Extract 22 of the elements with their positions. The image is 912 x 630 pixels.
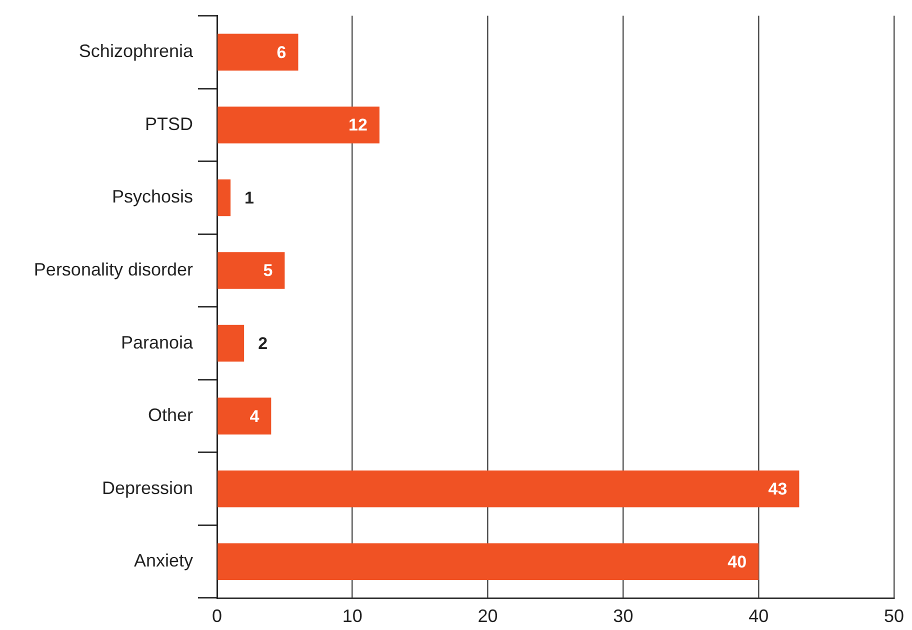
y-tick-label: Psychosis <box>112 186 193 207</box>
data-label: 43 <box>768 480 788 499</box>
x-tick-label: 10 <box>342 606 362 626</box>
x-tick-label: 0 <box>212 606 222 626</box>
y-tick-label: Schizophrenia <box>78 41 194 62</box>
data-label: 1 <box>244 188 254 208</box>
x-tick-label: 40 <box>748 606 769 626</box>
data-label: 5 <box>263 261 273 280</box>
data-label: 4 <box>250 406 260 426</box>
y-tick-label: Paranoia <box>120 332 194 352</box>
data-label: 12 <box>348 116 368 135</box>
y-tick-label: Anxiety <box>134 550 193 571</box>
y-tick-label: Personality disorder <box>34 259 193 280</box>
y-tick-label: PTSD <box>144 114 193 134</box>
x-tick-label: 30 <box>613 606 634 626</box>
x-tick-label: 50 <box>884 606 904 626</box>
data-label: 6 <box>276 42 286 62</box>
x-tick-label: 20 <box>478 606 498 626</box>
y-tick-label: Depression <box>102 478 193 498</box>
data-label: 40 <box>728 552 747 572</box>
data-label: 2 <box>258 334 268 353</box>
y-tick-label: Other <box>148 405 193 426</box>
